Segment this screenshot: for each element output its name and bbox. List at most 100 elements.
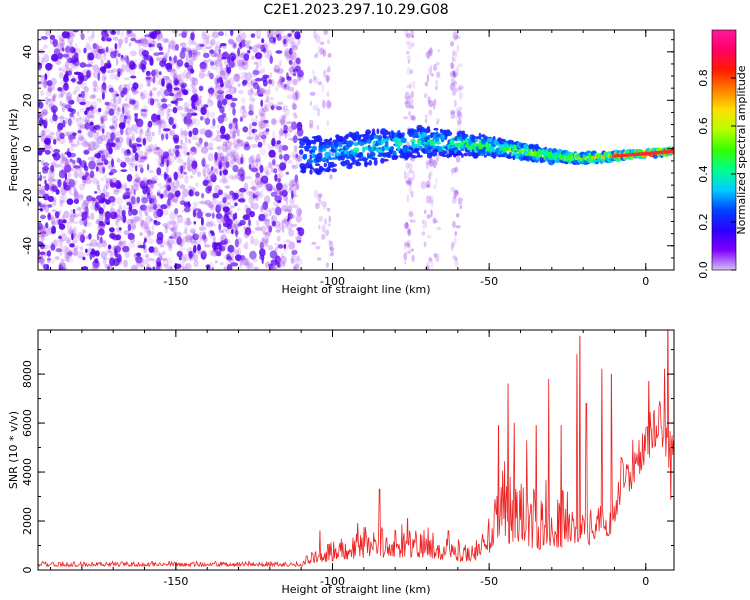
noise-speckle — [274, 164, 282, 168]
noise-speckle — [151, 224, 155, 231]
signal-blob — [304, 153, 308, 160]
noise-speckle — [137, 82, 144, 91]
noise-speckle — [455, 225, 461, 229]
noise-speckle — [110, 207, 116, 215]
noise-speckle — [218, 85, 225, 93]
noise-speckle — [114, 248, 118, 258]
noise-speckle — [128, 138, 132, 148]
noise-speckle — [183, 101, 189, 110]
noise-speckle — [90, 48, 95, 53]
noise-speckle — [427, 67, 432, 75]
noise-speckle — [410, 90, 415, 99]
noise-speckle — [108, 108, 115, 116]
noise-speckle — [410, 42, 415, 48]
noise-speckle — [181, 266, 186, 270]
noise-speckle — [105, 46, 109, 53]
noise-speckle — [237, 176, 245, 181]
noise-speckle — [146, 122, 152, 131]
noise-speckle — [38, 222, 43, 231]
noise-speckle — [134, 201, 140, 205]
noise-speckle — [317, 196, 322, 202]
noise-speckle — [168, 56, 172, 62]
noise-speckle — [137, 241, 143, 247]
noise-speckle — [297, 227, 305, 237]
noise-speckle — [128, 136, 135, 142]
noise-speckle — [240, 192, 245, 200]
noise-speckle — [214, 59, 222, 68]
noise-speckle — [221, 113, 225, 118]
noise-speckle — [59, 201, 64, 207]
noise-speckle — [111, 102, 116, 107]
signal-blob — [433, 127, 439, 131]
noise-speckle — [210, 51, 217, 58]
noise-speckle — [152, 259, 158, 263]
noise-speckle — [275, 229, 281, 233]
noise-speckle — [78, 183, 86, 191]
noise-speckle — [96, 128, 99, 137]
noise-speckle — [120, 169, 128, 173]
colorbar-tick-label: 0.4 — [697, 165, 710, 183]
noise-speckle — [204, 199, 212, 206]
noise-speckle — [208, 262, 214, 270]
noise-speckle — [408, 162, 413, 170]
noise-speckle — [231, 41, 238, 50]
noise-speckle — [166, 64, 173, 73]
signal-blob — [323, 138, 330, 143]
noise-speckle — [156, 237, 164, 245]
noise-speckle — [225, 94, 233, 100]
noise-speckle — [204, 129, 213, 138]
noise-speckle — [279, 115, 286, 125]
noise-speckle — [89, 114, 95, 119]
noise-speckle — [291, 101, 297, 111]
noise-speckle — [181, 150, 186, 154]
noise-speckle — [210, 61, 215, 66]
noise-speckle — [147, 97, 154, 106]
noise-speckle — [406, 85, 412, 89]
noise-speckle — [124, 182, 128, 191]
noise-speckle — [96, 162, 104, 166]
noise-speckle — [77, 232, 85, 242]
noise-speckle — [288, 36, 295, 44]
noise-speckle — [320, 49, 326, 54]
signal-blob — [326, 158, 329, 164]
noise-speckle — [229, 205, 236, 209]
noise-speckle — [268, 149, 276, 158]
noise-speckle — [409, 82, 412, 90]
noise-speckle — [251, 159, 259, 168]
noise-speckle — [258, 44, 264, 50]
noise-speckle — [291, 41, 299, 49]
noise-speckle — [146, 128, 150, 133]
noise-speckle — [52, 158, 57, 168]
noise-speckle — [115, 43, 122, 50]
noise-speckle — [317, 45, 321, 54]
noise-speckle — [255, 90, 263, 97]
noise-speckle — [115, 213, 119, 220]
noise-speckle — [327, 223, 331, 227]
noise-speckle — [127, 232, 135, 241]
noise-speckle — [105, 194, 109, 199]
colorbar: 0.00.20.40.60.8 Normalized spectral ampl… — [697, 29, 748, 279]
noise-speckle — [309, 91, 316, 96]
noise-speckle — [119, 56, 126, 61]
noise-speckle — [44, 183, 50, 191]
noise-speckle — [106, 69, 115, 74]
noise-speckle — [215, 250, 222, 257]
noise-speckle — [134, 216, 142, 222]
noise-speckle — [210, 137, 217, 142]
noise-speckle — [242, 257, 251, 267]
noise-speckle — [424, 118, 428, 124]
noise-speckle — [156, 102, 160, 109]
noise-speckle — [134, 173, 140, 183]
noise-speckle — [321, 224, 326, 233]
noise-speckle — [408, 98, 414, 107]
noise-speckle — [200, 217, 204, 226]
noise-speckle — [88, 247, 93, 255]
noise-speckle — [107, 249, 112, 253]
noise-speckle — [38, 77, 45, 81]
noise-speckle — [241, 257, 249, 266]
noise-speckle — [109, 227, 115, 233]
noise-speckle — [58, 169, 66, 179]
noise-speckle — [191, 160, 198, 170]
noise-speckle — [68, 187, 73, 195]
noise-speckle — [111, 115, 118, 124]
